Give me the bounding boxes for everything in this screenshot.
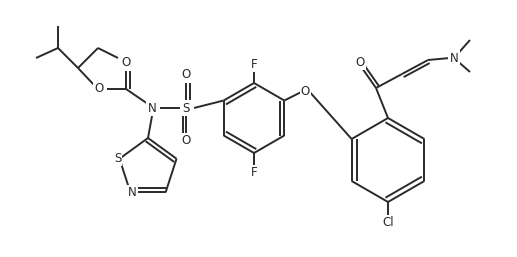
Text: F: F [251, 167, 257, 179]
Text: N: N [128, 186, 136, 199]
Text: S: S [114, 152, 121, 165]
Text: O: O [181, 69, 191, 81]
Text: N: N [148, 102, 156, 115]
Text: O: O [121, 57, 131, 69]
Text: F: F [251, 58, 257, 70]
Text: O: O [95, 82, 103, 96]
Text: Cl: Cl [382, 216, 394, 230]
Text: O: O [301, 85, 310, 98]
Text: S: S [183, 102, 190, 115]
Text: O: O [181, 134, 191, 148]
Text: N: N [450, 51, 459, 65]
Text: O: O [355, 56, 364, 69]
